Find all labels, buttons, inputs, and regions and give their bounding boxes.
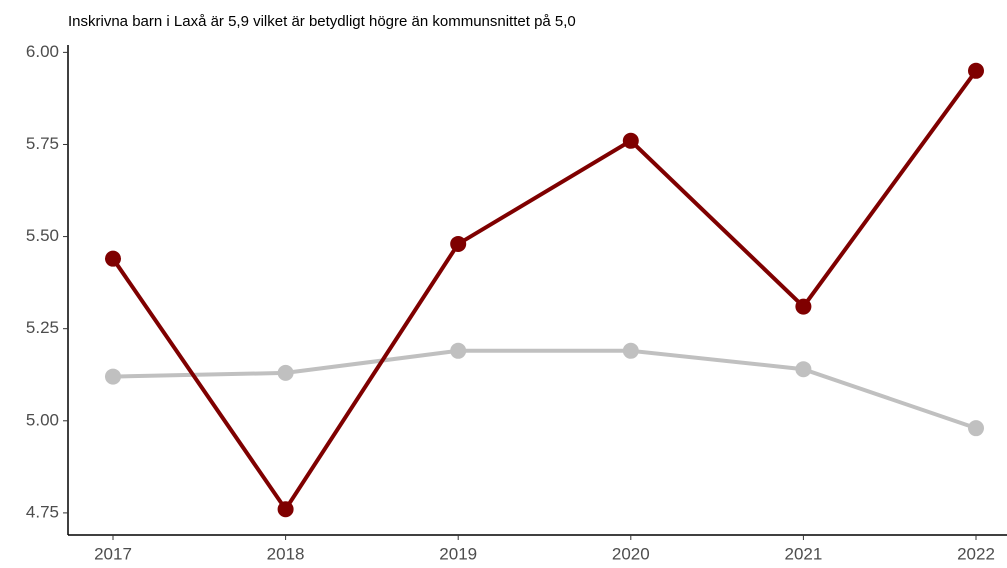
data-point	[105, 368, 121, 385]
x-tick-label: 2022	[957, 544, 995, 563]
series-line	[112, 348, 977, 431]
data-point	[795, 361, 812, 378]
data-point	[795, 298, 812, 315]
x-tick-label: 2020	[612, 544, 650, 563]
data-point	[622, 342, 639, 359]
x-tick-label: 2017	[94, 544, 132, 563]
x-tick-label: 2021	[784, 544, 822, 563]
y-tick-label: 6.00	[26, 42, 59, 61]
data-point	[105, 250, 121, 267]
data-point	[622, 132, 639, 149]
y-tick-label: 5.75	[26, 134, 59, 153]
chart-title: Inskrivna barn i Laxå är 5,9 vilket är b…	[68, 13, 576, 30]
data-point	[277, 364, 294, 381]
x-tick-label: 2019	[439, 544, 477, 563]
data-point	[968, 62, 984, 79]
data-point	[277, 501, 294, 518]
x-tick-label: 2018	[267, 544, 305, 563]
data-point	[968, 420, 984, 437]
y-tick-label: 4.75	[26, 502, 59, 521]
y-tick-label: 5.00	[26, 410, 59, 429]
series-line	[111, 69, 978, 513]
data-point	[450, 342, 467, 359]
data-point	[450, 235, 467, 252]
y-tick-label: 5.50	[26, 226, 59, 245]
y-tick-label: 5.25	[26, 318, 59, 337]
